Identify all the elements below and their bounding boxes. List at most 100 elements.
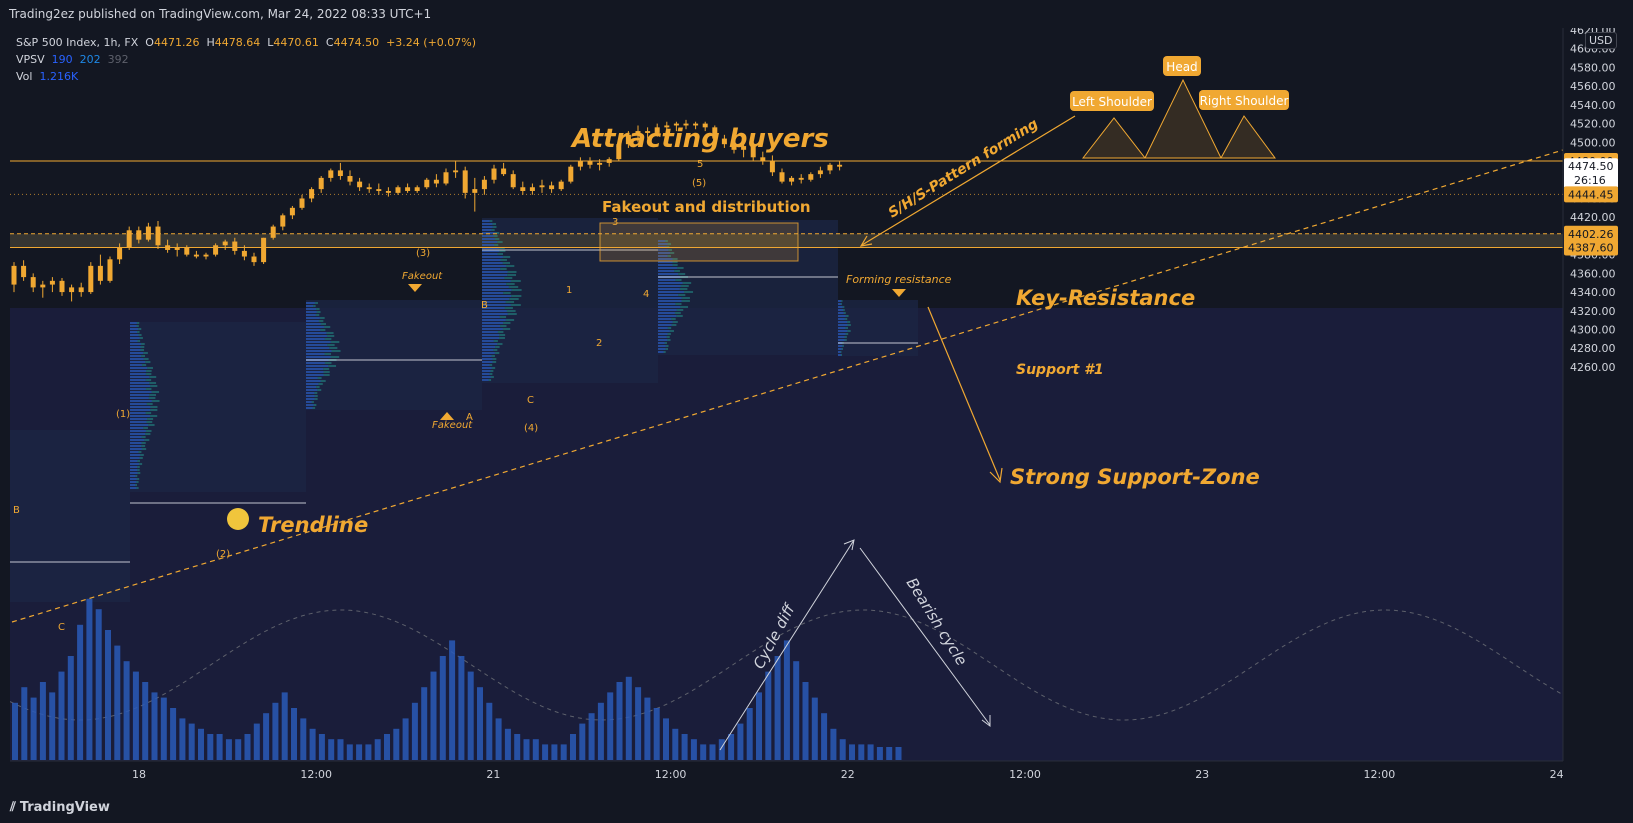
profile-bar (505, 319, 515, 321)
close-label: C (325, 36, 334, 49)
profile-bar (658, 291, 684, 293)
candle-body (97, 265, 103, 281)
profile-bar (130, 454, 141, 456)
candle-body (251, 256, 257, 263)
profile-bar (658, 279, 676, 281)
volume-bar (579, 723, 586, 760)
profile-bar (482, 355, 492, 357)
profile-bar (842, 306, 845, 308)
profile-bar (845, 327, 849, 329)
profile-bar (494, 244, 499, 246)
price-badge-label: 4387.60 (1568, 242, 1614, 255)
annotation-support-1: Support #1 (1016, 362, 1104, 378)
profile-bar (664, 342, 667, 344)
profile-bar (658, 240, 666, 242)
profile-bar (482, 298, 510, 300)
profile-bar (491, 355, 495, 357)
candle-body (395, 187, 401, 193)
candle-body (385, 190, 391, 193)
profile-bar (306, 398, 315, 400)
tradingview-logo[interactable]: ⫽ TradingView (10, 800, 110, 815)
profile-bar (306, 383, 319, 385)
volume-bar (830, 728, 837, 760)
price-tick-label: 4580.00 (1570, 61, 1616, 74)
time-axis[interactable]: 12:001812:002112:002212:002312:002412:00… (0, 760, 1633, 795)
svg-text:Left Shoulder: Left Shoulder (1072, 95, 1152, 109)
volume-bar (886, 747, 893, 760)
profile-bar (314, 302, 318, 304)
profile-bar (482, 229, 492, 231)
profile-bar (679, 288, 688, 290)
profile-bar (506, 283, 515, 285)
profile-bar (320, 329, 326, 331)
profile-bar (676, 309, 684, 311)
symbol-name[interactable]: S&P 500 Index, 1h, FX (16, 36, 139, 49)
volume-bar (765, 671, 772, 760)
profile-bar (330, 356, 340, 358)
profile-bar (482, 349, 494, 351)
plot-area[interactable] (10, 78, 1563, 761)
profile-bar (497, 241, 503, 243)
profile-bar (838, 339, 845, 341)
volume-bar (318, 734, 325, 760)
profile-bar (666, 336, 670, 338)
close-value: 4474.50 (333, 36, 380, 49)
profile-bar (503, 322, 511, 324)
volume-bar (86, 598, 93, 760)
wave-label: (3) (416, 248, 430, 259)
profile-bar (141, 436, 146, 438)
time-tick-label: 21 (486, 768, 500, 781)
volume-bar (58, 671, 65, 760)
profile-bar (504, 277, 513, 279)
candle-body (501, 168, 507, 175)
candle-body (203, 254, 209, 257)
volume-bar (188, 723, 195, 760)
profile-bar (130, 358, 144, 360)
profile-bar (326, 332, 334, 334)
volume-bar (346, 744, 353, 760)
profile-bar (145, 388, 152, 390)
vpsv-label[interactable]: VPSV (16, 53, 45, 66)
annotation-key-resistance: Key-Resistance (1016, 286, 1195, 310)
profile-bar (130, 403, 147, 405)
candle-body (78, 287, 84, 293)
published-text: Trading2ez published on TradingView.com,… (9, 7, 432, 21)
vol-label[interactable]: Vol (16, 70, 33, 83)
volume-bar (477, 687, 483, 760)
publish-bar: Trading2ez published on TradingView.com,… (0, 0, 1633, 28)
profile-bar (488, 379, 492, 381)
price-scale[interactable]: 4620.004600.004580.004560.004540.004520.… (1562, 24, 1633, 795)
open-value: 4471.26 (153, 36, 200, 49)
time-tick-label: 12:00 (1364, 768, 1396, 781)
profile-bar (490, 370, 494, 372)
profile-bar (482, 277, 505, 279)
profile-bar (492, 358, 497, 360)
bar-countdown: 26:16 (1574, 174, 1606, 187)
profile-bar (482, 334, 500, 336)
profile-bar (482, 253, 498, 255)
profile-bar (838, 327, 846, 329)
volume-bar (551, 744, 558, 760)
currency-label[interactable]: USD (1585, 32, 1617, 49)
profile-bar (130, 430, 146, 432)
volume-bar (635, 687, 642, 760)
profile-bar (658, 273, 679, 275)
profile-bar (130, 475, 136, 477)
range-box-2 (130, 322, 306, 492)
price-badge (1564, 225, 1618, 242)
profile-bar (324, 362, 332, 364)
profile-bar (316, 308, 320, 310)
candle-body (30, 277, 36, 288)
profile-bar (494, 238, 500, 240)
profile-bar (505, 301, 515, 303)
fakeout-marker-bottom (440, 412, 454, 420)
candle-body (193, 254, 199, 257)
profile-bar (137, 472, 141, 474)
profile-bar (320, 323, 327, 325)
trendline (11, 149, 1563, 623)
profile-bar (130, 322, 137, 324)
profile-bar (149, 394, 157, 396)
profile-bar (671, 318, 676, 320)
profile-bar (130, 412, 146, 414)
